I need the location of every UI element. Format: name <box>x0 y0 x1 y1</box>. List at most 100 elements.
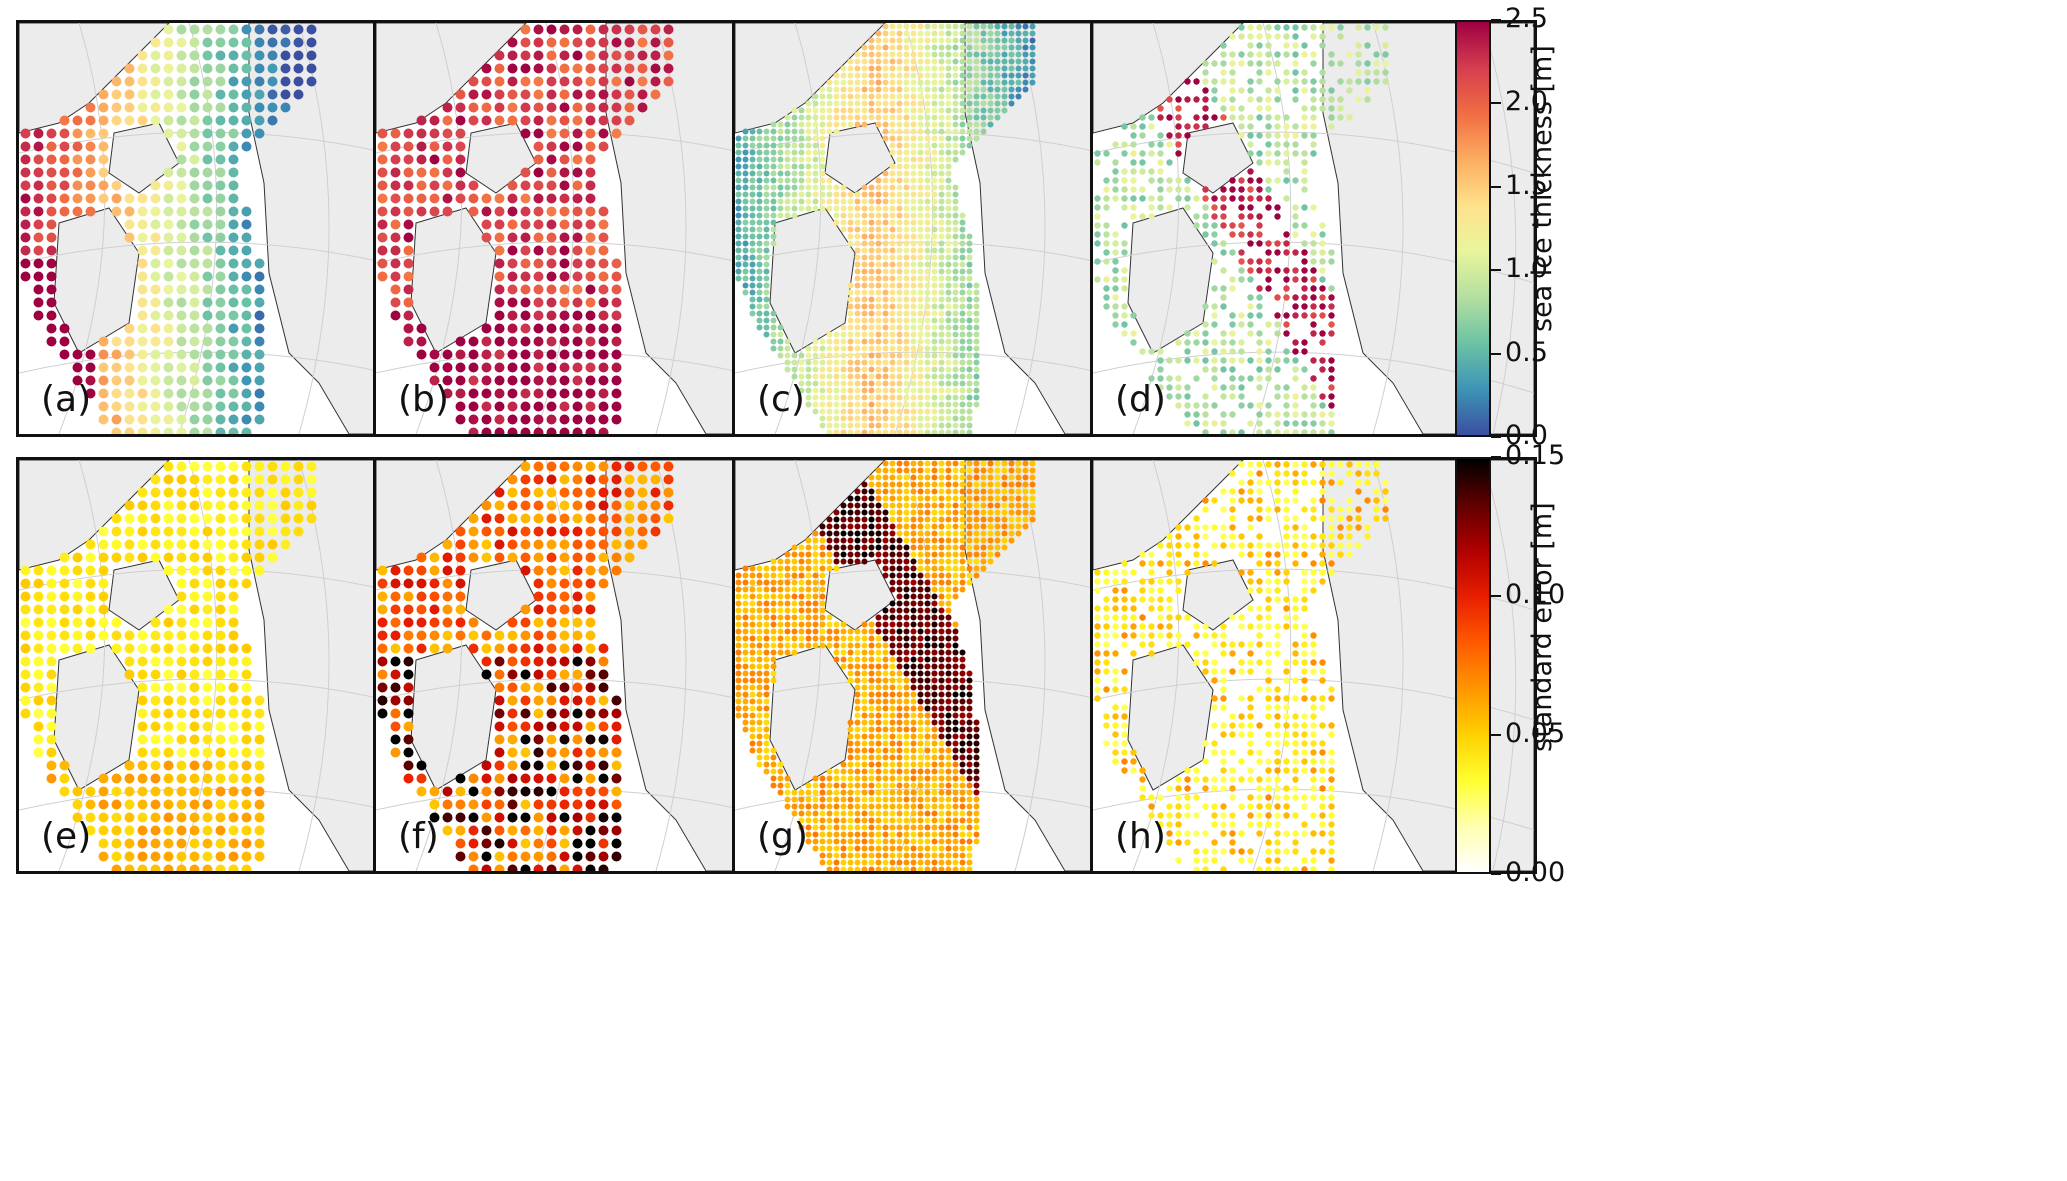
data-point <box>924 191 931 198</box>
data-point <box>777 128 784 135</box>
data-point <box>868 366 875 373</box>
data-point <box>749 156 756 163</box>
data-point <box>429 167 440 178</box>
data-point <box>875 233 882 240</box>
data-point <box>1211 375 1218 382</box>
data-point <box>520 115 531 126</box>
data-point <box>980 481 987 488</box>
data-point <box>861 488 868 495</box>
data-point <box>598 414 609 425</box>
data-point <box>959 226 966 233</box>
data-point <box>442 565 453 576</box>
data-point <box>749 296 756 303</box>
data-point <box>980 93 987 100</box>
data-point <box>572 864 583 871</box>
data-point <box>973 359 980 366</box>
data-point <box>137 526 148 537</box>
data-point <box>959 551 966 558</box>
data-point <box>931 642 938 649</box>
data-point <box>931 572 938 579</box>
data-point <box>945 380 952 387</box>
data-point <box>847 415 854 422</box>
data-point <box>798 600 805 607</box>
data-point <box>861 51 868 58</box>
colorbar-thickness-gradient <box>1457 22 1489 435</box>
data-point <box>150 336 161 347</box>
data-point <box>1265 60 1272 67</box>
data-point <box>889 565 896 572</box>
data-point <box>917 93 924 100</box>
data-point <box>973 488 980 495</box>
data-point <box>882 240 889 247</box>
data-point <box>910 289 917 296</box>
data-point <box>650 24 661 35</box>
data-point <box>903 107 910 114</box>
data-point <box>137 825 148 836</box>
data-point <box>931 656 938 663</box>
data-point <box>868 691 875 698</box>
data-point <box>784 212 791 219</box>
data-point <box>455 362 466 373</box>
data-point <box>854 240 861 247</box>
data-point <box>176 591 187 602</box>
data-point <box>481 656 492 667</box>
data-point <box>254 838 265 849</box>
data-point <box>756 233 763 240</box>
data-point <box>924 394 931 401</box>
data-point <box>966 467 973 474</box>
data-point <box>176 526 187 537</box>
data-point <box>847 296 854 303</box>
data-point <box>559 193 570 204</box>
data-point <box>611 362 622 373</box>
data-point <box>1319 330 1326 337</box>
data-point <box>966 415 973 422</box>
data-point <box>546 180 557 191</box>
data-point <box>33 193 44 204</box>
data-point <box>176 401 187 412</box>
data-point <box>882 324 889 331</box>
data-point <box>1121 276 1128 283</box>
data-point <box>980 509 987 516</box>
data-point <box>938 23 945 30</box>
data-point <box>791 607 798 614</box>
data-point <box>59 349 70 360</box>
data-point <box>1292 33 1299 40</box>
data-point <box>1265 366 1272 373</box>
data-point <box>202 284 213 295</box>
data-point <box>735 572 742 579</box>
data-point <box>403 141 414 152</box>
data-point <box>917 600 924 607</box>
data-point <box>917 184 924 191</box>
data-point <box>1130 339 1137 346</box>
data-point <box>987 467 994 474</box>
data-point <box>903 635 910 642</box>
data-point <box>952 184 959 191</box>
data-point <box>507 37 518 48</box>
data-point <box>938 502 945 509</box>
data-point <box>1256 222 1263 229</box>
data-point <box>494 643 505 654</box>
data-point <box>1319 294 1326 301</box>
data-point <box>959 303 966 310</box>
data-point <box>966 317 973 324</box>
data-point <box>254 50 265 61</box>
data-point <box>46 695 57 706</box>
data-point <box>868 212 875 219</box>
data-point <box>840 509 847 516</box>
data-point <box>777 149 784 156</box>
data-point <box>598 656 609 667</box>
data-point <box>756 572 763 579</box>
data-point <box>1238 249 1245 256</box>
data-point <box>742 142 749 149</box>
data-point <box>1211 366 1218 373</box>
data-point <box>111 115 122 126</box>
data-point <box>917 156 924 163</box>
data-point <box>46 219 57 230</box>
data-point <box>293 76 304 87</box>
data-point <box>572 760 583 771</box>
data-point <box>945 516 952 523</box>
data-point <box>973 558 980 565</box>
data-point <box>910 51 917 58</box>
data-point <box>150 812 161 823</box>
data-point <box>1301 78 1308 85</box>
